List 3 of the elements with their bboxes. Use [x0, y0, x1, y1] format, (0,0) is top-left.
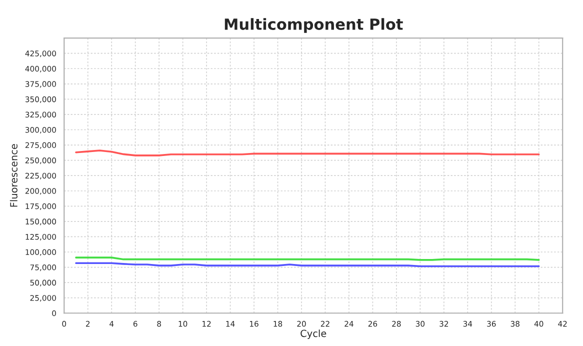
chart-title: Multicomponent Plot [224, 18, 403, 33]
y-axis-title: Fluorescence [10, 144, 18, 207]
x-axis-title: Cycle [300, 330, 326, 339]
